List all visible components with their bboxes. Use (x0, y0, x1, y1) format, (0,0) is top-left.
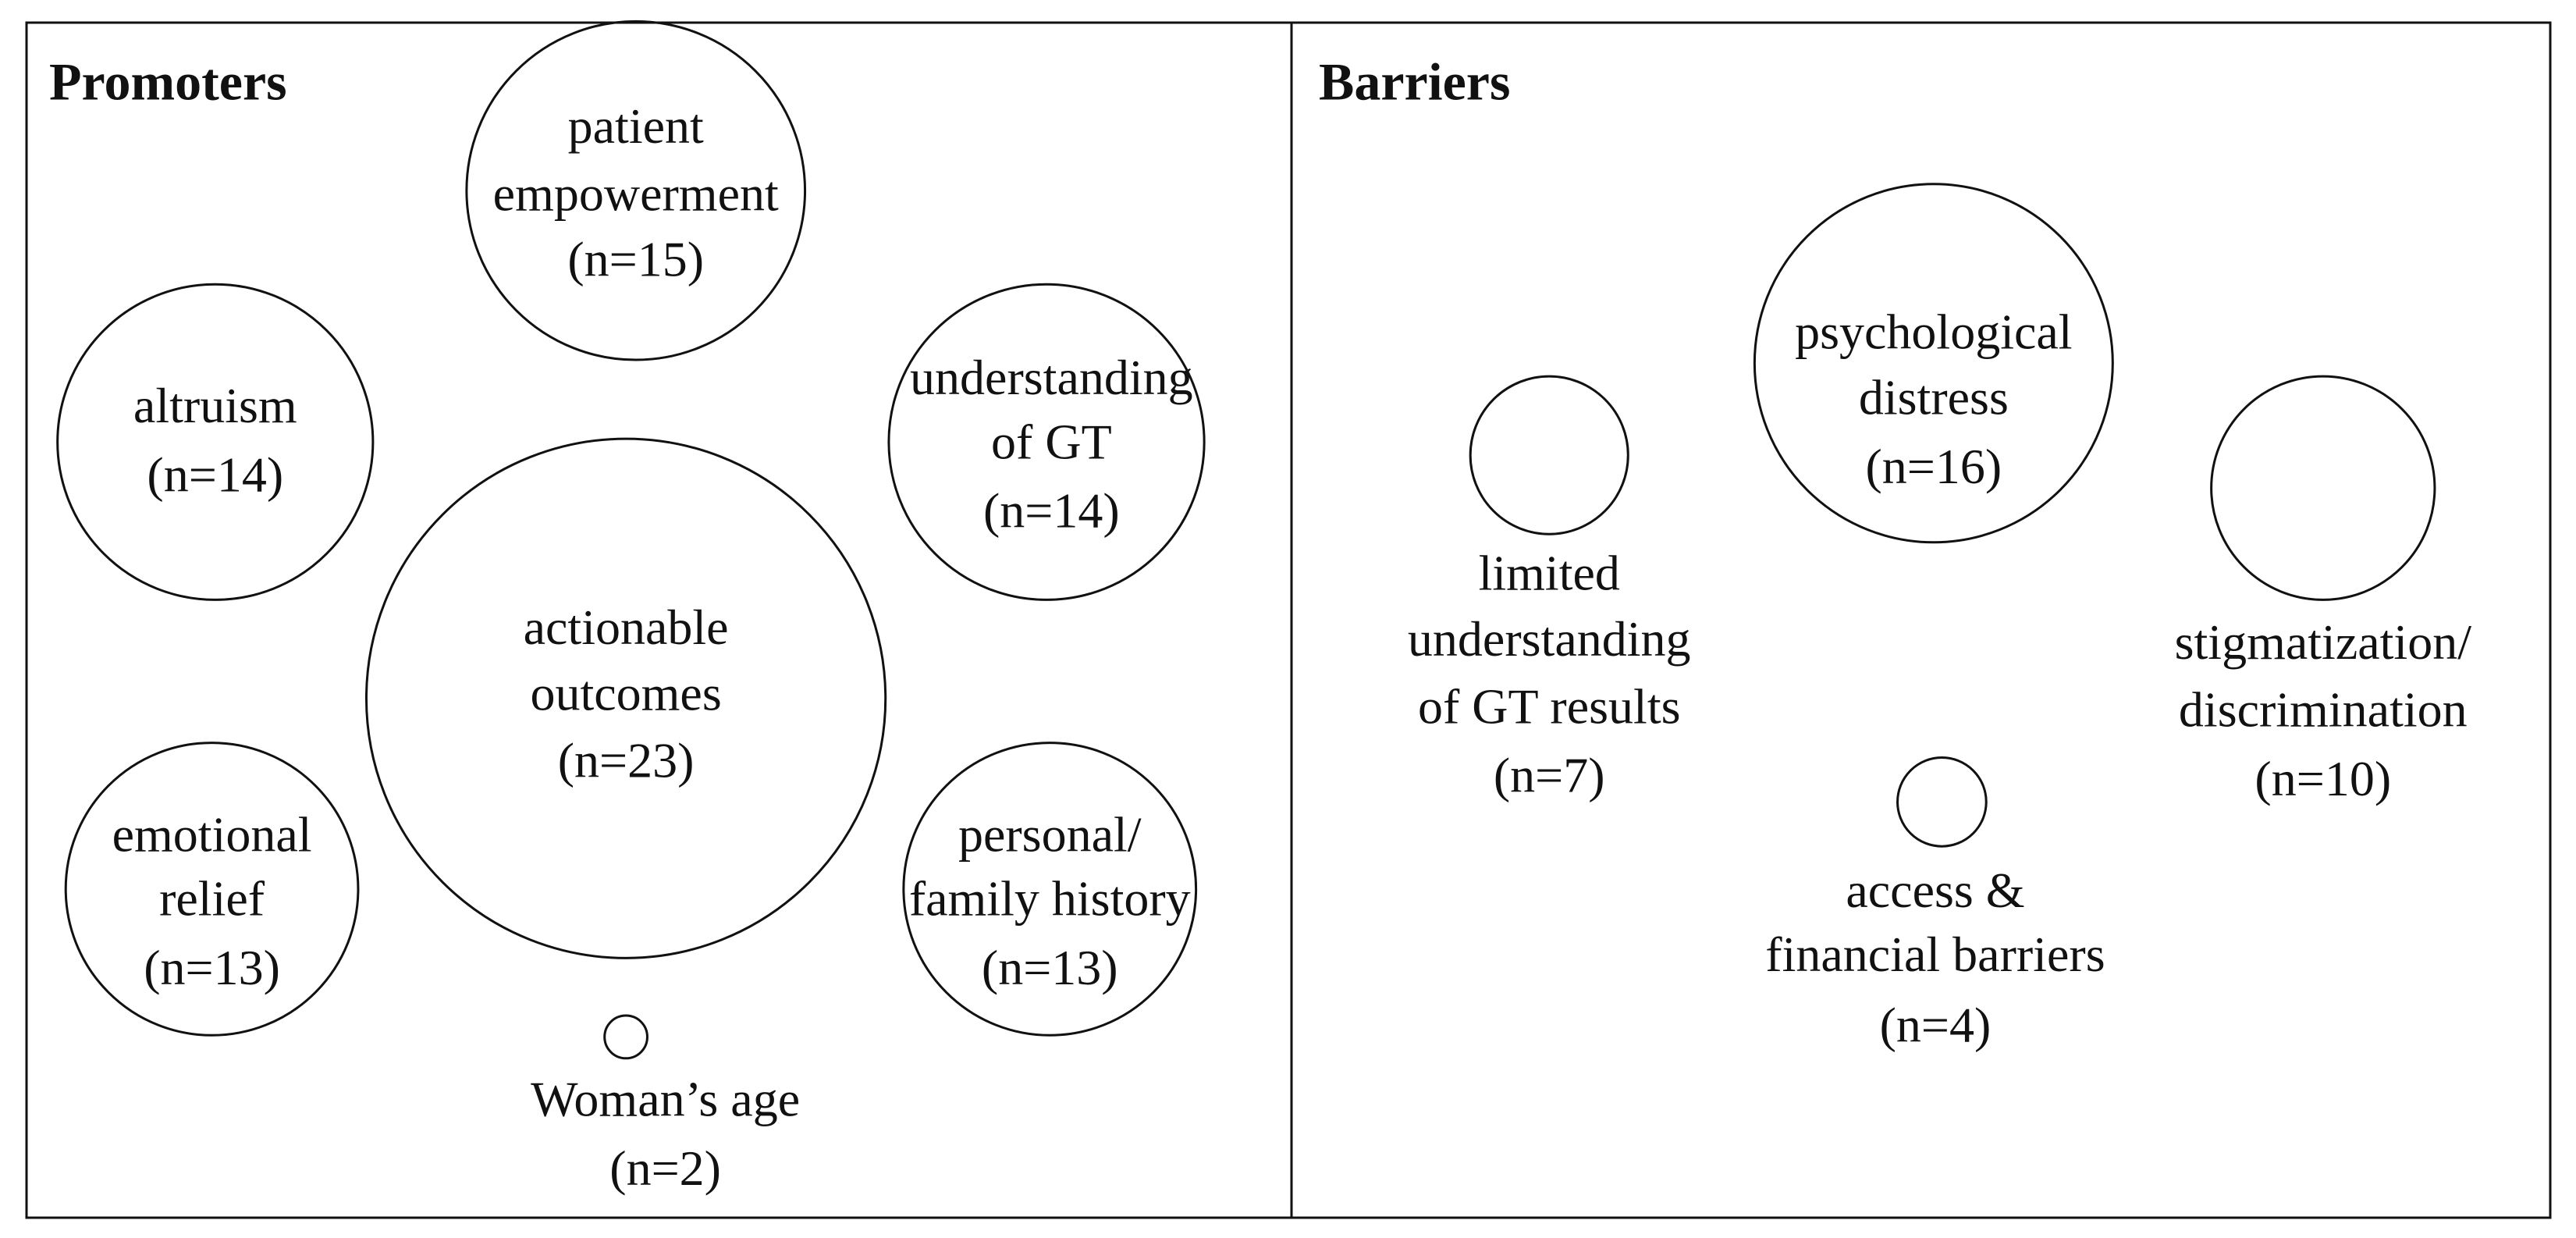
bubble (902, 742, 1198, 1037)
node-label: discrimination (2179, 681, 2468, 737)
panel-title: Promoters (49, 52, 287, 112)
node-label: Woman’s age (531, 1071, 800, 1126)
node-label: actionable (524, 599, 729, 655)
node-count: (n=16) (1865, 439, 2002, 494)
bubble (1896, 756, 1988, 848)
bubble (2210, 375, 2436, 601)
panel-title: Barriers (1319, 52, 1510, 112)
node-label: distress (1859, 369, 2009, 425)
node-label: financial barriers (1765, 927, 2105, 982)
node-label: limited (1479, 546, 1620, 601)
node-count: (n=4) (1880, 998, 1992, 1053)
node-count: (n=15) (567, 232, 704, 287)
bubble (465, 20, 807, 361)
frame (25, 21, 2552, 1219)
node-count: (n=14) (983, 483, 1120, 539)
bubble (364, 437, 887, 959)
node-count: (n=10) (2254, 751, 2391, 806)
node-label: relief (159, 871, 265, 927)
bubble (56, 283, 375, 601)
bubble (64, 742, 360, 1037)
node-label: family history (909, 871, 1191, 927)
bubble (1469, 375, 1629, 535)
node-count: (n=14) (147, 446, 283, 502)
node-label: empowerment (493, 165, 779, 221)
node-label: understanding (910, 350, 1193, 405)
node-count: (n=13) (144, 940, 280, 995)
node-label: of GT results (1418, 678, 1681, 734)
node-label: patient (568, 98, 704, 154)
node-count: (n=7) (1494, 748, 1605, 803)
node-count: (n=2) (609, 1140, 721, 1196)
node-label: stigmatization/ (2175, 614, 2472, 670)
node-label: emotional (112, 806, 312, 862)
bubble (887, 283, 1206, 601)
node-count: (n=13) (982, 940, 1118, 995)
node-count: (n=23) (558, 733, 695, 788)
node-label: access & (1846, 863, 2024, 918)
node-label: of GT (991, 414, 1112, 469)
node-label: outcomes (530, 665, 721, 720)
node-label: psychological (1795, 304, 2072, 359)
bubble (603, 1014, 648, 1060)
node-label: understanding (1408, 611, 1691, 667)
bubble (1753, 183, 2114, 544)
node-label: personal/ (958, 806, 1142, 862)
node-label: altruism (133, 378, 297, 433)
